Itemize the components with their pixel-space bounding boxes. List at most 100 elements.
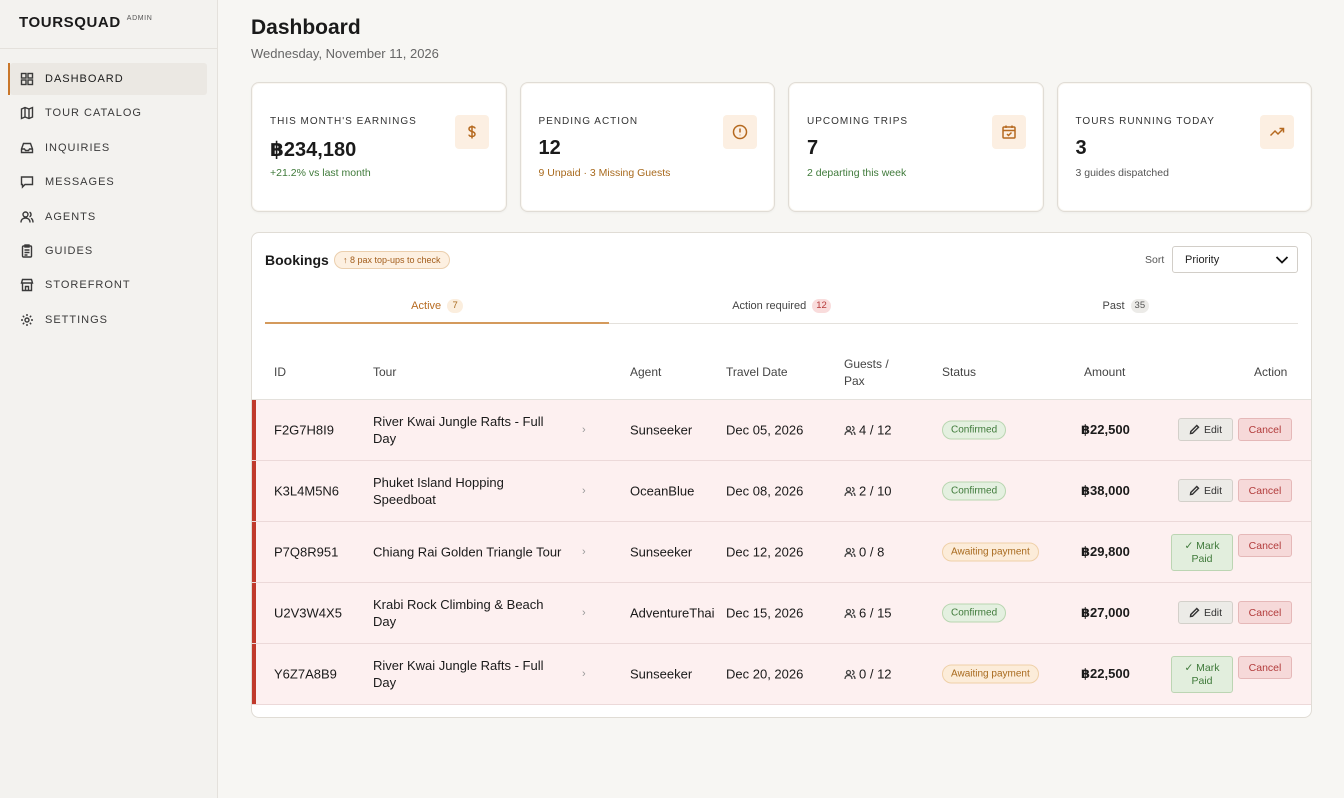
booking-id: Y6Z7A8B9 [274, 666, 337, 682]
column-header-tour[interactable]: Tour [373, 365, 397, 379]
tour-name[interactable]: Krabi Rock Climbing & Beach Day [373, 597, 544, 629]
table-row[interactable]: P7Q8R951 Chiang Rai Golden Triangle Tour… [252, 522, 1311, 583]
chevron-right-icon[interactable]: › [582, 424, 586, 436]
tour-name[interactable]: Chiang Rai Golden Triangle Tour [373, 544, 562, 560]
table-row[interactable]: K3L4M5N6 Phuket Island Hopping Speedboat… [252, 461, 1311, 522]
chevron-right-icon[interactable]: › [582, 668, 586, 680]
guests-count: 0 / 8 [859, 544, 885, 560]
pending-action-card[interactable]: PENDING ACTION 12 9 Unpaid · 3 Missing G… [519, 82, 775, 212]
tab-label: Past [1102, 299, 1125, 312]
tab-label: Action required [732, 299, 807, 312]
clipboard-icon [21, 244, 33, 258]
status-badge: Awaiting payment [942, 664, 1039, 684]
column-header-amount[interactable]: Amount [1084, 365, 1126, 379]
card-subtext: +21.2% vs last month [270, 167, 371, 179]
sidebar-item-agents[interactable]: AGENTS [10, 201, 207, 233]
page-title: Dashboard [251, 16, 361, 39]
sort-value: Priority [1185, 253, 1220, 266]
cancel-button[interactable]: Cancel [1238, 656, 1292, 679]
card-subtext: 9 Unpaid · 3 Missing Guests [538, 167, 671, 179]
guests-pax: 0 / 8 [844, 545, 884, 560]
tour-name[interactable]: River Kwai Jungle Rafts - Full Day [373, 658, 544, 690]
earnings-card[interactable]: THIS MONTH'S EARNINGS ฿234,180 +21.2% vs… [251, 82, 507, 212]
sidebar-item-tour-catalog[interactable]: TOUR CATALOG [10, 97, 207, 129]
guests-count: 2 / 10 [859, 483, 892, 499]
sidebar-item-storefront[interactable]: STOREFRONT [10, 269, 207, 301]
sidebar: TOURSQUAD ADMIN DASHBOARD TOUR CATALOG I… [0, 0, 218, 798]
card-label: THIS MONTH'S EARNINGS [270, 116, 417, 127]
sort-label: Sort [1145, 254, 1165, 266]
tour-name[interactable]: River Kwai Jungle Rafts - Full Day [373, 414, 544, 446]
column-header-status[interactable]: Status [942, 365, 977, 379]
edit-button[interactable]: Edit [1178, 418, 1233, 441]
chevron-right-icon[interactable]: › [582, 607, 586, 619]
booking-id: F2G7H8I9 [274, 422, 334, 438]
cancel-button[interactable]: Cancel [1238, 418, 1292, 441]
pencil-icon [1189, 485, 1200, 496]
mark-paid-button[interactable]: ✓ Mark Paid [1171, 656, 1233, 693]
table-row[interactable]: Y6Z7A8B9 River Kwai Jungle Rafts - Full … [252, 644, 1311, 705]
stat-cards: THIS MONTH'S EARNINGS ฿234,180 +21.2% vs… [251, 82, 1312, 212]
card-subtext: 3 guides dispatched [1075, 167, 1169, 179]
mark-paid-button[interactable]: ✓ Mark Paid [1171, 534, 1233, 571]
card-label: UPCOMING TRIPS [807, 116, 909, 127]
cancel-button[interactable]: Cancel [1238, 479, 1292, 502]
pencil-icon [1189, 424, 1200, 435]
sidebar-item-label: DASHBOARD [45, 73, 124, 85]
guests-count: 0 / 12 [859, 666, 892, 682]
store-icon [20, 279, 34, 292]
sidebar-item-messages[interactable]: MESSAGES [10, 166, 207, 198]
sidebar-item-settings[interactable]: SETTINGS [10, 304, 207, 336]
table-row[interactable]: U2V3W4X5 Krabi Rock Climbing & Beach Day… [252, 583, 1311, 644]
sidebar-item-label: GUIDES [45, 244, 94, 257]
tab-count-badge: 35 [1130, 298, 1150, 313]
amount: ฿22,500 [1081, 666, 1130, 681]
agent-name: Sunseeker [630, 422, 693, 438]
agent-name: AdventureThai [630, 605, 715, 621]
sidebar-item-inquiries[interactable]: INQUIRIES [10, 132, 207, 164]
cancel-button[interactable]: Cancel [1238, 534, 1292, 557]
edit-label: Edit [1203, 606, 1223, 619]
users-icon [844, 669, 856, 679]
tours-running-card[interactable]: TOURS RUNNING TODAY 3 3 guides dispatche… [1056, 82, 1312, 212]
status-badge: Awaiting payment [942, 542, 1039, 562]
edit-button[interactable]: Edit [1178, 479, 1233, 502]
tab-action-required[interactable]: Action required 12 [609, 288, 953, 323]
tab-past[interactable]: Past 35 [954, 288, 1298, 323]
travel-date: Dec 12, 2026 [726, 544, 804, 560]
column-header-id[interactable]: ID [274, 365, 286, 379]
tab-active[interactable]: Active 7 [265, 288, 610, 324]
edit-button[interactable]: Edit [1178, 601, 1233, 624]
sidebar-item-guides[interactable]: GUIDES [10, 235, 207, 267]
card-value: 3 [1075, 137, 1087, 159]
tour-name[interactable]: Phuket Island Hopping Speedboat [373, 475, 504, 507]
mark-paid-line1: ✓ Mark [1184, 539, 1220, 552]
topup-badge[interactable]: ↑ 8 pax top-ups to check [334, 251, 450, 269]
card-label: PENDING ACTION [538, 116, 639, 127]
upcoming-trips-card[interactable]: UPCOMING TRIPS 7 2 departing this week [788, 82, 1044, 212]
status-badge: Confirmed [942, 420, 1007, 440]
guests-pax: 0 / 12 [844, 667, 892, 682]
chevron-right-icon[interactable]: › [582, 485, 586, 497]
sort-select[interactable]: Priority [1172, 246, 1298, 273]
card-value: 7 [807, 137, 819, 159]
column-header-agent[interactable]: Agent [630, 365, 662, 379]
trending-up-icon [1260, 115, 1294, 149]
cancel-button[interactable]: Cancel [1238, 601, 1292, 624]
agent-name: OceanBlue [630, 483, 695, 499]
column-header-guests[interactable]: Guests / Pax [844, 356, 889, 390]
agent-name: Sunseeker [630, 666, 693, 682]
agent-name: Sunseeker [630, 544, 693, 560]
brand-tag: ADMIN [126, 15, 153, 22]
booking-id: P7Q8R951 [274, 544, 339, 560]
calendar-icon [991, 115, 1026, 149]
chevron-right-icon[interactable]: › [582, 546, 586, 558]
sidebar-item-dashboard[interactable]: DASHBOARD [8, 63, 207, 95]
table-header: ID Tour Agent Travel Date Guests / Pax S… [252, 345, 1311, 400]
travel-date: Dec 08, 2026 [726, 483, 804, 499]
mark-paid-line1: ✓ Mark [1184, 661, 1220, 674]
table-row[interactable]: F2G7H8I9 River Kwai Jungle Rafts - Full … [252, 400, 1311, 461]
page-date: Wednesday, November 11, 2026 [251, 46, 439, 61]
tab-count-badge: 12 [812, 298, 831, 313]
column-header-travel-date[interactable]: Travel Date [726, 365, 788, 379]
